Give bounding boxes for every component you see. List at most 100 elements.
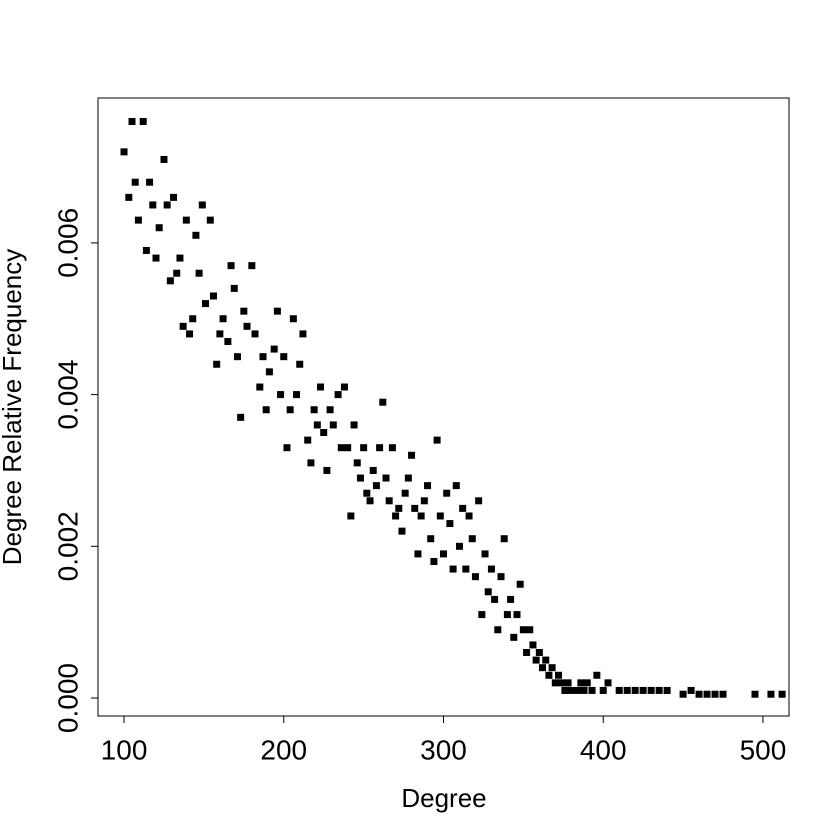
point bbox=[475, 497, 483, 505]
point bbox=[519, 626, 527, 634]
point bbox=[240, 307, 248, 315]
point bbox=[778, 690, 786, 698]
point bbox=[304, 436, 312, 444]
point bbox=[404, 474, 412, 482]
point bbox=[604, 679, 612, 687]
point bbox=[213, 360, 221, 368]
point bbox=[388, 444, 396, 452]
y-axis-label: Degree Relative Frequency bbox=[0, 249, 27, 566]
point bbox=[468, 535, 476, 543]
point bbox=[353, 459, 361, 467]
point bbox=[703, 690, 711, 698]
point bbox=[687, 686, 695, 694]
point bbox=[420, 497, 428, 505]
point bbox=[256, 383, 264, 391]
point bbox=[465, 512, 473, 520]
point bbox=[484, 588, 492, 596]
point bbox=[436, 512, 444, 520]
point bbox=[251, 330, 259, 338]
point bbox=[307, 459, 315, 467]
point bbox=[248, 262, 256, 270]
point bbox=[446, 520, 454, 528]
point bbox=[149, 201, 157, 209]
point bbox=[398, 527, 406, 535]
point bbox=[430, 557, 438, 565]
point bbox=[711, 690, 719, 698]
point bbox=[128, 118, 136, 126]
point bbox=[561, 686, 569, 694]
point bbox=[580, 686, 588, 694]
point bbox=[216, 330, 224, 338]
point bbox=[320, 429, 328, 437]
x-tick-label: 500 bbox=[740, 734, 787, 765]
point bbox=[259, 353, 267, 361]
point bbox=[323, 466, 331, 474]
point bbox=[243, 322, 251, 330]
point bbox=[411, 504, 419, 512]
y-tick-label: 0.006 bbox=[52, 208, 83, 278]
point bbox=[163, 201, 171, 209]
point bbox=[142, 246, 150, 254]
point bbox=[510, 633, 518, 641]
point bbox=[372, 482, 380, 490]
point bbox=[577, 679, 585, 687]
point bbox=[186, 330, 194, 338]
point bbox=[478, 611, 486, 619]
point bbox=[347, 512, 355, 520]
point bbox=[350, 421, 358, 429]
point bbox=[176, 254, 184, 262]
point bbox=[558, 679, 566, 687]
point bbox=[548, 664, 556, 672]
point bbox=[166, 277, 174, 285]
point bbox=[310, 406, 318, 414]
point bbox=[233, 353, 241, 361]
point bbox=[139, 118, 147, 126]
point bbox=[647, 686, 655, 694]
point bbox=[131, 178, 139, 186]
point bbox=[417, 512, 425, 520]
point bbox=[679, 690, 687, 698]
point bbox=[564, 679, 572, 687]
point bbox=[317, 383, 325, 391]
point bbox=[201, 300, 209, 308]
point bbox=[542, 656, 550, 664]
x-tick-label: 400 bbox=[580, 734, 627, 765]
point bbox=[459, 504, 467, 512]
point bbox=[337, 444, 345, 452]
point bbox=[529, 641, 537, 649]
point bbox=[497, 573, 505, 581]
point bbox=[125, 193, 133, 201]
point bbox=[299, 330, 307, 338]
point bbox=[555, 671, 563, 679]
point bbox=[195, 269, 203, 277]
point bbox=[487, 565, 495, 573]
point bbox=[583, 679, 591, 687]
point bbox=[286, 406, 294, 414]
point bbox=[173, 269, 181, 277]
point bbox=[369, 466, 377, 474]
point bbox=[340, 383, 348, 391]
point bbox=[277, 391, 285, 399]
point bbox=[237, 413, 245, 421]
point bbox=[356, 474, 364, 482]
point bbox=[382, 474, 390, 482]
point bbox=[376, 444, 384, 452]
point bbox=[395, 504, 403, 512]
point bbox=[414, 550, 422, 558]
point bbox=[270, 345, 278, 353]
point bbox=[535, 649, 543, 657]
point bbox=[623, 686, 631, 694]
point bbox=[329, 421, 337, 429]
point bbox=[695, 690, 703, 698]
point bbox=[155, 224, 163, 232]
point bbox=[160, 155, 168, 163]
point bbox=[481, 550, 489, 558]
point bbox=[663, 686, 671, 694]
point bbox=[639, 686, 647, 694]
point bbox=[344, 444, 352, 452]
point bbox=[719, 690, 727, 698]
point bbox=[273, 307, 281, 315]
point bbox=[262, 406, 270, 414]
